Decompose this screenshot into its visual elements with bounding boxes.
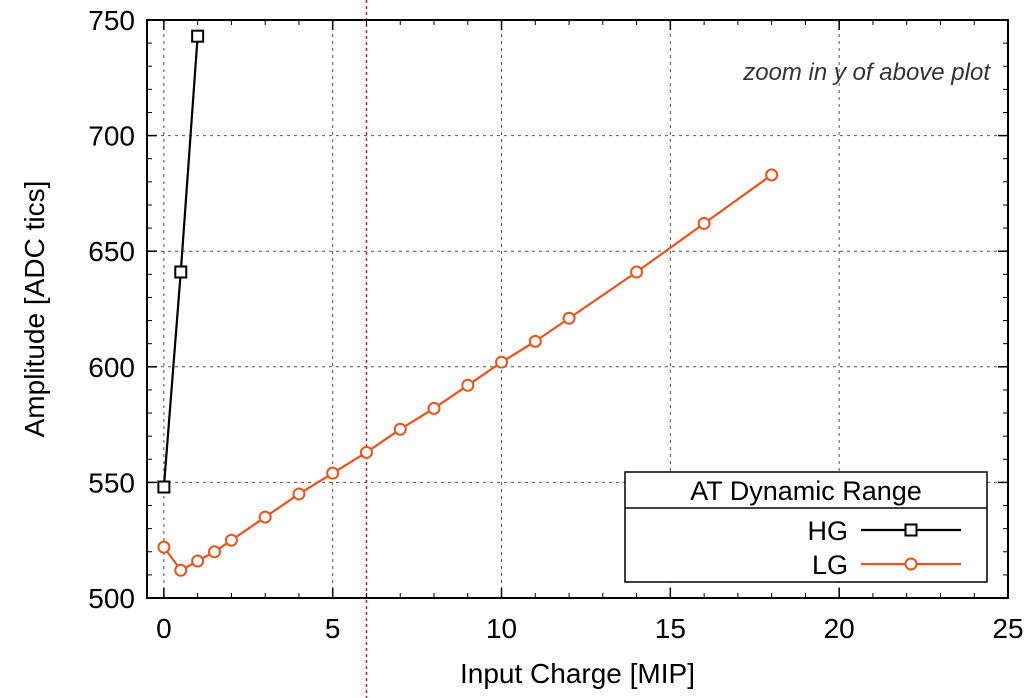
x-tick-labels: 0 5 10 15 20 25 bbox=[156, 613, 1023, 644]
tick-marks bbox=[147, 19, 1009, 599]
y-tick-label: 700 bbox=[88, 121, 135, 152]
data-point bbox=[258, 510, 272, 524]
data-point bbox=[191, 554, 205, 568]
series-layer bbox=[157, 29, 779, 577]
grid-lines bbox=[147, 20, 1008, 598]
data-point bbox=[157, 540, 171, 554]
data-point bbox=[174, 563, 188, 577]
x-tick-label: 15 bbox=[655, 613, 686, 644]
data-point bbox=[461, 378, 475, 392]
legend-label-hg: HG bbox=[808, 516, 849, 546]
x-axis-title: Input Charge [MIP] bbox=[460, 658, 695, 689]
annotation-text: zoom in y of above plot bbox=[742, 59, 991, 86]
y-tick-label: 550 bbox=[88, 467, 135, 498]
legend-label-lg: LG bbox=[812, 550, 848, 580]
data-point bbox=[765, 168, 779, 182]
x-tick-label: 25 bbox=[992, 613, 1023, 644]
data-point bbox=[359, 445, 373, 459]
legend-marker bbox=[904, 523, 918, 537]
data-point bbox=[191, 29, 205, 43]
series-lg bbox=[157, 168, 779, 577]
data-point bbox=[393, 422, 407, 436]
data-point bbox=[630, 265, 644, 279]
y-axis-title: Amplitude [ADC tics] bbox=[19, 181, 50, 438]
x-tick-label: 0 bbox=[156, 613, 172, 644]
series-hg bbox=[157, 29, 205, 494]
x-tick-label: 10 bbox=[486, 613, 517, 644]
data-point bbox=[427, 401, 441, 415]
y-tick-label: 500 bbox=[88, 583, 135, 614]
plot-frame bbox=[146, 19, 1009, 599]
x-tick-label: 20 bbox=[824, 613, 855, 644]
legend-marker bbox=[904, 557, 918, 571]
legend-title: AT Dynamic Range bbox=[690, 476, 922, 506]
data-point bbox=[208, 545, 222, 559]
x-tick-label: 5 bbox=[325, 613, 341, 644]
data-point bbox=[157, 480, 171, 494]
data-point bbox=[224, 533, 238, 547]
y-tick-labels: 500 550 600 650 700 750 bbox=[88, 5, 135, 614]
y-tick-label: 650 bbox=[88, 236, 135, 267]
data-point bbox=[562, 311, 576, 325]
legend: AT Dynamic Range HG LG bbox=[624, 471, 988, 583]
data-point bbox=[292, 487, 306, 501]
data-point bbox=[326, 466, 340, 480]
series-line-hg bbox=[162, 36, 199, 488]
y-tick-label: 750 bbox=[88, 5, 135, 36]
y-tick-label: 600 bbox=[88, 352, 135, 383]
data-point bbox=[697, 216, 711, 230]
data-point bbox=[174, 265, 188, 279]
data-point bbox=[495, 355, 509, 369]
data-point bbox=[528, 334, 542, 348]
